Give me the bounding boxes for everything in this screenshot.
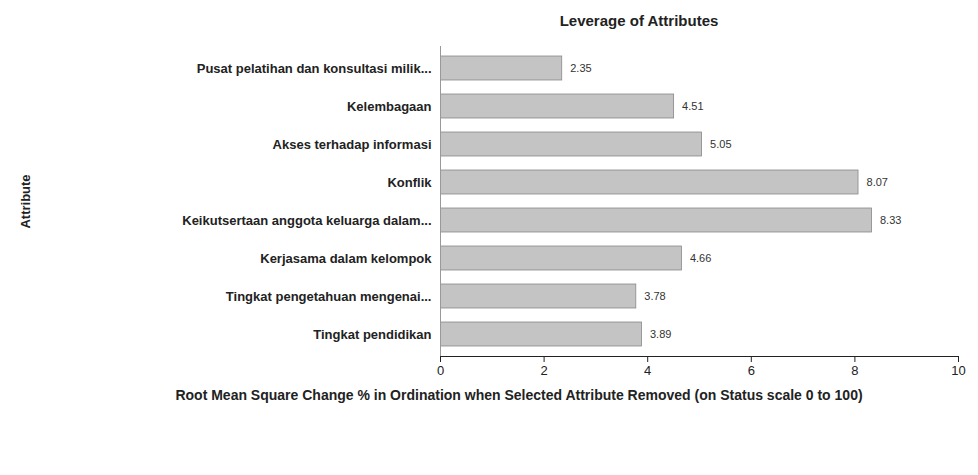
svg-text:Tingkat pendidikan: Tingkat pendidikan	[313, 327, 431, 342]
svg-text:2.35: 2.35	[570, 62, 591, 74]
svg-text:2: 2	[540, 363, 547, 378]
svg-text:Attribute: Attribute	[18, 174, 33, 228]
svg-text:3.78: 3.78	[644, 290, 665, 302]
svg-text:4: 4	[644, 363, 651, 378]
svg-text:5.05: 5.05	[710, 138, 731, 150]
svg-text:Pusat pelatihan dan konsultasi: Pusat pelatihan dan konsultasi milik...	[197, 61, 432, 76]
svg-text:8.07: 8.07	[867, 176, 888, 188]
svg-text:4.66: 4.66	[690, 252, 711, 264]
svg-text:8: 8	[851, 363, 858, 378]
svg-text:Tingkat pengetahuan mengenai..: Tingkat pengetahuan mengenai...	[226, 289, 432, 304]
svg-text:Kerjasama dalam kelompok: Kerjasama dalam kelompok	[260, 251, 432, 266]
html-text:Root Mean Square Change % in O: Root Mean Square Change % in Ordination …	[175, 387, 863, 403]
svg-text:8.33: 8.33	[880, 214, 901, 226]
svg-text:4.51: 4.51	[682, 100, 703, 112]
svg-text:3.89: 3.89	[650, 328, 671, 340]
svg-text:10: 10	[951, 363, 965, 378]
html-text:Leverage of Attributes: Leverage of Attributes	[559, 12, 719, 29]
svg-text:Akses terhadap informasi: Akses terhadap informasi	[273, 137, 432, 152]
svg-text:6: 6	[748, 363, 755, 378]
svg-text:0: 0	[437, 363, 444, 378]
svg-text:Konflik: Konflik	[387, 175, 432, 190]
svg-text:Keikutsertaan anggota keluarga: Keikutsertaan anggota keluarga dalam...	[182, 213, 431, 228]
svg-text:Kelembagaan: Kelembagaan	[347, 99, 432, 114]
